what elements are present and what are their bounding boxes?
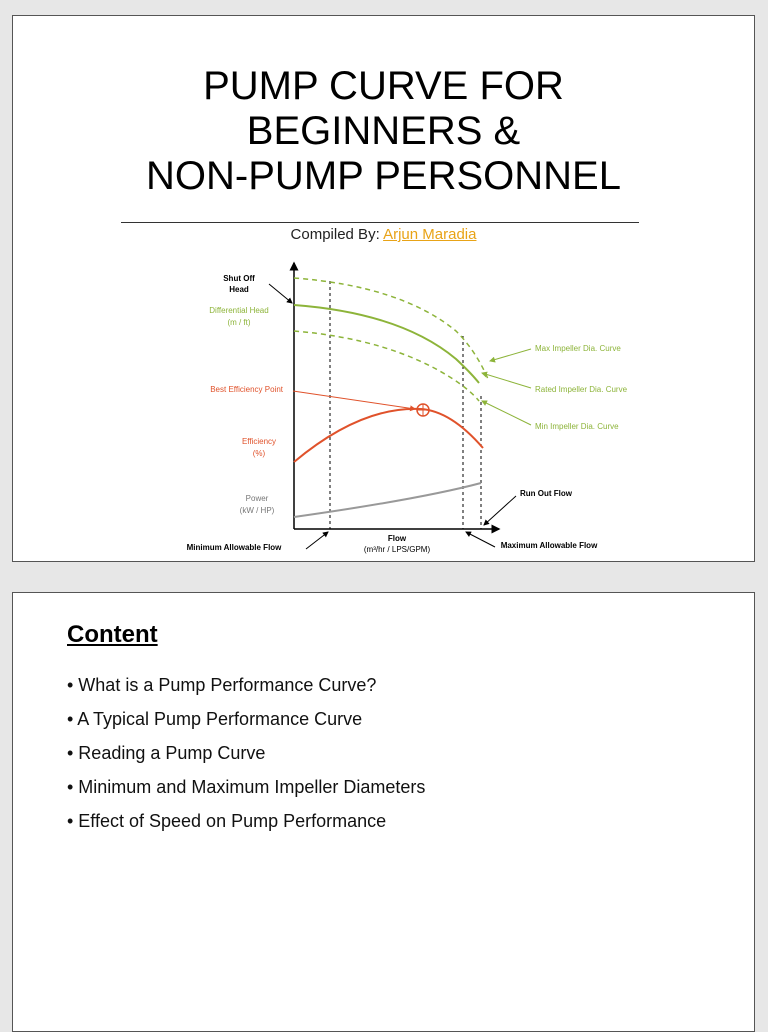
- arrow: [481, 400, 532, 426]
- title-slide: PUMP CURVE FOR BEGINNERS & NON-PUMP PERS…: [12, 15, 755, 562]
- label: Head: [229, 285, 249, 294]
- arrow: [268, 283, 293, 304]
- arrow: [489, 348, 532, 363]
- title-line: BEGINNERS &: [246, 109, 521, 153]
- label: (%): [253, 449, 266, 458]
- label: Min Impeller Dia. Curve: [535, 422, 619, 431]
- slide-title: PUMP CURVE FOR BEGINNERS & NON-PUMP PERS…: [13, 64, 754, 199]
- compiled-label: Compiled By:: [290, 226, 380, 243]
- max-impeller-curve: [293, 277, 489, 380]
- content-list: • What is a Pump Performance Curve? • A …: [67, 675, 425, 845]
- content-item: • Effect of Speed on Pump Performance: [67, 811, 387, 831]
- label: Differential Head: [209, 306, 268, 315]
- arrow: [305, 531, 329, 550]
- label: Power: [246, 494, 269, 503]
- label: Maximum Allowable Flow: [501, 541, 598, 550]
- arrow: [292, 390, 416, 412]
- divider: [121, 222, 639, 223]
- content-item: • What is a Pump Performance Curve?: [67, 675, 377, 695]
- arrow: [481, 371, 532, 389]
- label: (m³/hr / LPS/GPM): [364, 545, 431, 554]
- arrow: [465, 531, 496, 548]
- label: Shut Off: [223, 274, 255, 283]
- label: Minimum Allowable Flow: [187, 543, 283, 552]
- slide-heading: Content: [67, 621, 158, 648]
- label: Best Efficiency Point: [210, 385, 284, 394]
- content-item: • Reading a Pump Curve: [67, 743, 266, 763]
- pump-curve-diagram: Shut Off Head Differential Head (m / ft)…: [187, 261, 628, 554]
- arrow: [483, 495, 517, 526]
- author-link[interactable]: Arjun Maradia: [383, 226, 477, 243]
- content-item: • Minimum and Maximum Impeller Diameters: [67, 777, 426, 797]
- power-curve: [293, 482, 482, 518]
- title-line: NON-PUMP PERSONNEL: [146, 154, 621, 198]
- min-impeller-curve: [293, 330, 480, 402]
- content-item: • A Typical Pump Performance Curve: [67, 709, 363, 729]
- byline: Compiled By: Arjun Maradia: [13, 226, 754, 243]
- label: Run Out Flow: [520, 489, 573, 498]
- label: Max Impeller Dia. Curve: [535, 344, 621, 353]
- label: Efficiency: [242, 437, 276, 446]
- content-slide: Content • What is a Pump Performance Cur…: [12, 592, 755, 1032]
- label: Rated Impeller Dia. Curve: [535, 385, 628, 394]
- label: (kW / HP): [240, 506, 275, 515]
- label: (m / ft): [227, 318, 250, 327]
- rated-impeller-curve: [293, 304, 480, 384]
- title-line: PUMP CURVE FOR: [203, 64, 564, 108]
- label: Flow: [388, 534, 407, 543]
- efficiency-curve: [293, 407, 484, 463]
